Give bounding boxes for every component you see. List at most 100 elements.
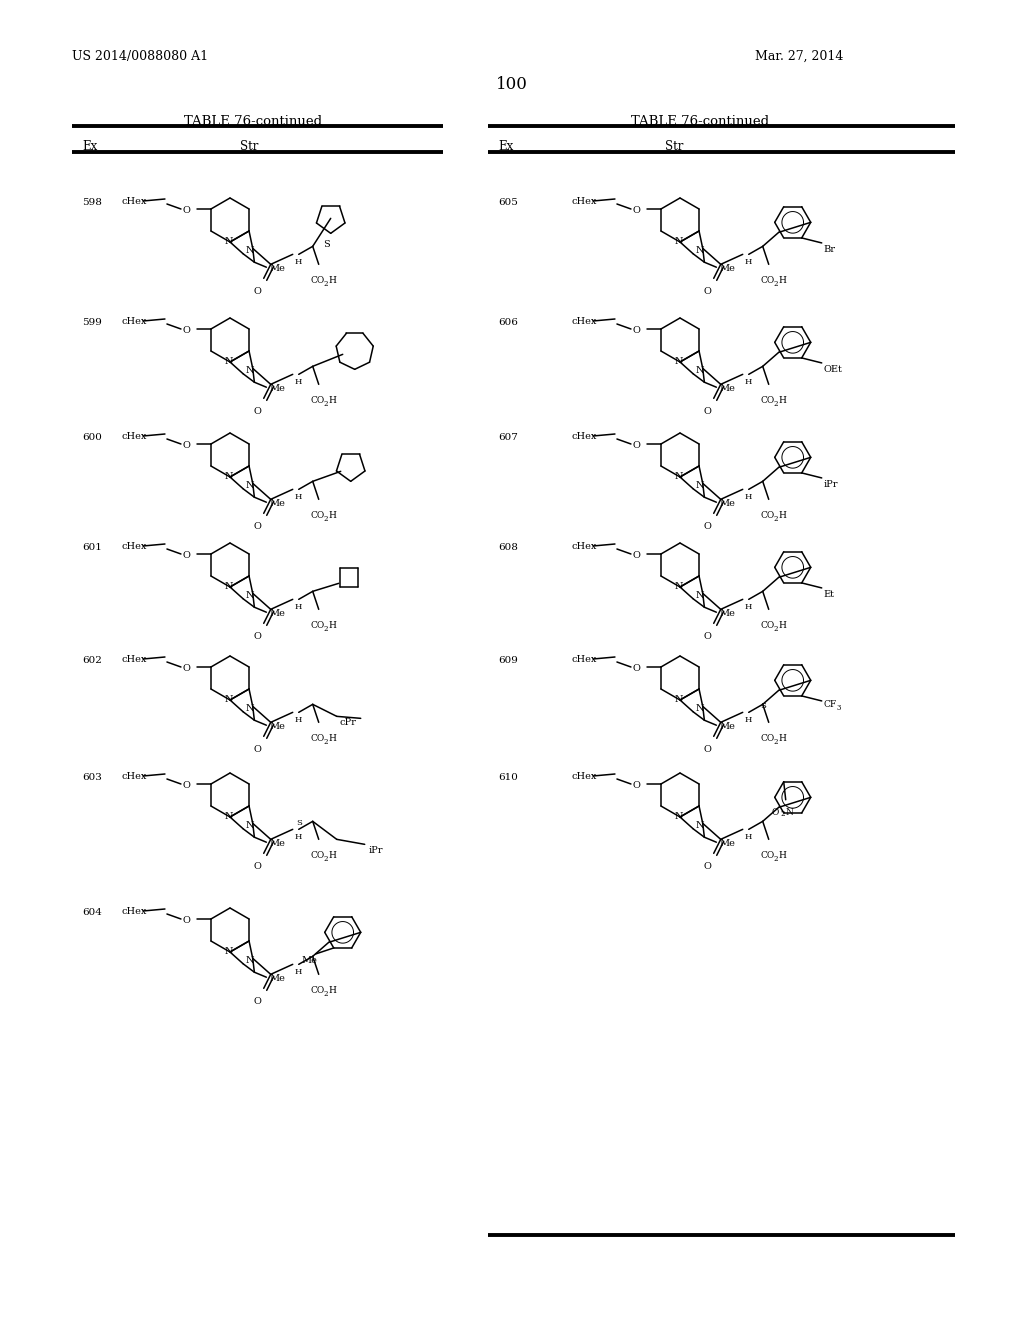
Text: iPr: iPr (823, 480, 839, 488)
Text: 2: 2 (780, 809, 785, 818)
Text: H: H (295, 494, 302, 502)
Text: 610: 610 (498, 774, 518, 781)
Text: 598: 598 (82, 198, 101, 207)
Text: O: O (182, 441, 189, 450)
Text: 2: 2 (774, 855, 778, 863)
Text: N: N (695, 591, 703, 601)
Text: cHex: cHex (572, 543, 597, 550)
Text: O: O (703, 408, 712, 416)
Text: 2: 2 (324, 738, 329, 746)
Text: CO: CO (310, 986, 325, 995)
Text: O: O (182, 326, 189, 335)
Text: 604: 604 (82, 908, 101, 917)
Text: CO: CO (310, 734, 325, 743)
Text: O: O (182, 550, 189, 560)
Text: 2: 2 (774, 738, 778, 746)
Text: cHex: cHex (122, 907, 147, 916)
Text: N: N (675, 582, 683, 591)
Text: CO: CO (310, 276, 325, 285)
Text: Me: Me (269, 722, 286, 731)
Text: H: H (778, 511, 786, 520)
Text: H: H (744, 717, 752, 725)
Text: Ex: Ex (498, 140, 513, 153)
Text: N: N (224, 356, 233, 366)
Text: cHex: cHex (122, 655, 147, 664)
Text: O: O (632, 326, 640, 335)
Text: 605: 605 (498, 198, 518, 207)
Text: 599: 599 (82, 318, 101, 327)
Text: S: S (296, 820, 302, 828)
Text: Me: Me (269, 610, 286, 618)
Text: O: O (182, 916, 189, 925)
Text: Me: Me (269, 499, 286, 508)
Text: N: N (245, 591, 254, 601)
Text: O: O (632, 781, 640, 789)
Text: H: H (329, 396, 337, 405)
Text: O: O (703, 862, 712, 871)
Text: N: N (695, 247, 703, 255)
Text: H: H (295, 603, 302, 611)
Text: N: N (245, 957, 254, 965)
Text: Et: Et (823, 590, 835, 599)
Text: Me: Me (720, 264, 735, 273)
Text: N: N (675, 473, 683, 480)
Text: Br: Br (823, 246, 836, 253)
Text: Me: Me (720, 722, 735, 731)
Text: H: H (778, 622, 786, 631)
Text: N: N (695, 705, 703, 713)
Text: S: S (761, 702, 767, 710)
Text: H: H (295, 717, 302, 725)
Text: CO: CO (310, 622, 325, 631)
Text: 602: 602 (82, 656, 101, 665)
Text: N: N (695, 482, 703, 490)
Text: CO: CO (310, 851, 325, 861)
Text: 603: 603 (82, 774, 101, 781)
Text: Me: Me (269, 840, 286, 849)
Text: Str: Str (240, 140, 258, 153)
Text: N: N (675, 238, 683, 246)
Text: N: N (224, 812, 233, 821)
Text: N: N (785, 808, 794, 817)
Text: H: H (778, 851, 786, 861)
Text: N: N (224, 238, 233, 246)
Text: US 2014/0088080 A1: US 2014/0088080 A1 (72, 50, 208, 63)
Text: H: H (295, 379, 302, 387)
Text: cHex: cHex (122, 317, 147, 326)
Text: O: O (632, 664, 640, 673)
Text: H: H (778, 276, 786, 285)
Text: 606: 606 (498, 318, 518, 327)
Text: O: O (703, 746, 712, 754)
Text: 2: 2 (774, 626, 778, 634)
Text: Me: Me (720, 499, 735, 508)
Text: O: O (254, 998, 262, 1006)
Text: Me: Me (720, 610, 735, 618)
Text: 2: 2 (774, 400, 778, 408)
Text: N: N (245, 705, 254, 713)
Text: 2: 2 (774, 280, 778, 288)
Text: CO: CO (761, 276, 775, 285)
Text: N: N (675, 356, 683, 366)
Text: 2: 2 (324, 990, 329, 998)
Text: cHex: cHex (572, 772, 597, 781)
Text: 2: 2 (324, 400, 329, 408)
Text: H: H (744, 603, 752, 611)
Text: N: N (695, 367, 703, 375)
Text: cHex: cHex (122, 772, 147, 781)
Text: Ex: Ex (82, 140, 97, 153)
Text: Str: Str (665, 140, 683, 153)
Text: N: N (224, 696, 233, 704)
Text: H: H (329, 276, 337, 285)
Text: O: O (254, 746, 262, 754)
Text: CO: CO (761, 622, 775, 631)
Text: 3: 3 (837, 704, 841, 711)
Text: N: N (224, 473, 233, 480)
Text: O: O (254, 523, 262, 532)
Text: H: H (329, 622, 337, 631)
Text: cHex: cHex (122, 197, 147, 206)
Text: CO: CO (761, 734, 775, 743)
Text: N: N (245, 821, 254, 830)
Text: O: O (182, 664, 189, 673)
Text: O: O (254, 408, 262, 416)
Text: N: N (695, 821, 703, 830)
Text: S: S (324, 240, 330, 249)
